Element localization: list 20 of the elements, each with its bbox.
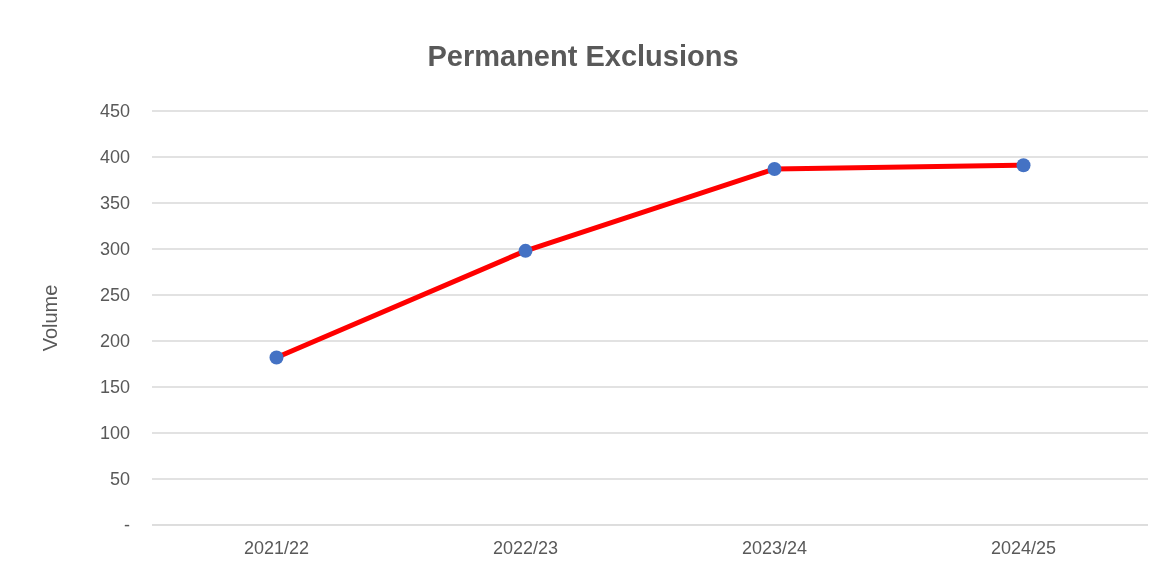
y-tick-label: 450 xyxy=(99,101,130,122)
y-tick-label: 50 xyxy=(109,469,130,490)
chart-title: Permanent Exclusions xyxy=(426,40,740,73)
y-tick-label: 200 xyxy=(99,331,130,352)
y-tick-label: 150 xyxy=(99,377,130,398)
x-tick-label: 2021/22 xyxy=(243,537,310,558)
x-tick-label: 2022/23 xyxy=(492,537,559,558)
point xyxy=(767,161,782,176)
y-tick-label: - xyxy=(124,515,130,536)
y-tick-label: 250 xyxy=(99,285,130,306)
y-tick-label: 100 xyxy=(99,423,130,444)
point xyxy=(518,243,533,258)
y-tick-label: 350 xyxy=(99,193,130,214)
y-tick-label: 300 xyxy=(99,239,130,260)
y-axis-title: Volume xyxy=(39,284,62,352)
point xyxy=(1016,158,1031,173)
point xyxy=(269,350,284,365)
x-tick-label: 2024/25 xyxy=(990,537,1057,558)
y-tick-label: 400 xyxy=(99,147,130,168)
x-tick-label: 2023/24 xyxy=(741,537,808,558)
